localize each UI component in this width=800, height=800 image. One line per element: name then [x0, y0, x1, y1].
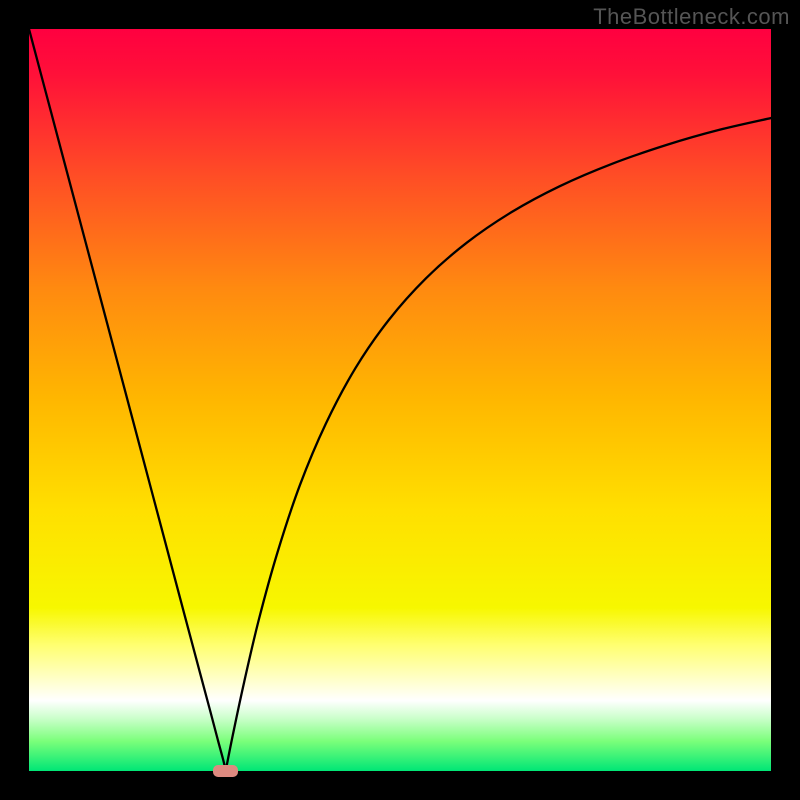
plot-area	[29, 29, 771, 771]
watermark-text: TheBottleneck.com	[593, 4, 790, 30]
right-branch-line	[226, 118, 771, 771]
bottleneck-curve	[29, 29, 771, 771]
left-branch-line	[29, 29, 226, 771]
optimum-marker	[213, 765, 237, 776]
